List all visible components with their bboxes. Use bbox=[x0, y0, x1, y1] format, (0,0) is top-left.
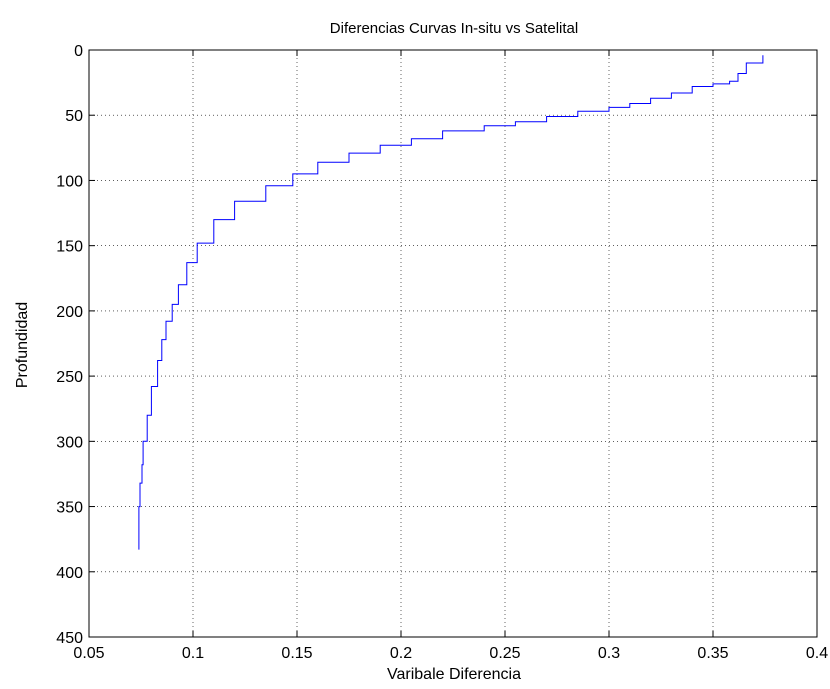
x-tick-label: 0.25 bbox=[489, 645, 520, 662]
y-tick-label: 0 bbox=[74, 43, 83, 60]
x-tick-label: 0.35 bbox=[697, 645, 728, 662]
chart-title: Diferencias Curvas In-situ vs Satelital bbox=[330, 20, 578, 37]
x-tick-label: 0.3 bbox=[598, 645, 620, 662]
y-axis-label: Profundidad bbox=[14, 302, 31, 388]
grid-lines bbox=[89, 50, 817, 637]
plot-frame bbox=[88, 49, 818, 638]
series-layer bbox=[138, 55, 764, 550]
x-tick-label: 0.4 bbox=[806, 645, 828, 662]
y-tick-label: 400 bbox=[56, 565, 83, 582]
x-tick-labels: 0.05 0.1 0.15 0.2 0.25 0.3 0.35 0.4 bbox=[73, 645, 828, 662]
y-tick-label: 150 bbox=[56, 239, 83, 256]
y-tick-label: 350 bbox=[56, 500, 83, 517]
y-tick-label: 250 bbox=[56, 369, 83, 386]
tick-marks bbox=[88, 49, 818, 638]
x-axis-label: Varibale Diferencia bbox=[387, 666, 521, 683]
y-tick-label: 300 bbox=[56, 434, 83, 451]
plot-area bbox=[89, 50, 817, 637]
x-tick-label: 0.2 bbox=[390, 645, 412, 662]
x-tick-label: 0.15 bbox=[281, 645, 312, 662]
series-line bbox=[138, 55, 764, 550]
y-tick-label: 200 bbox=[56, 304, 83, 321]
x-tick-label: 0.05 bbox=[73, 645, 104, 662]
y-tick-label: 450 bbox=[56, 630, 83, 647]
y-tick-labels: 0 50 100 150 200 250 300 350 400 450 bbox=[56, 43, 83, 647]
x-tick-label: 0.1 bbox=[182, 645, 204, 662]
y-tick-label: 50 bbox=[65, 108, 83, 125]
y-tick-label: 100 bbox=[56, 173, 83, 190]
